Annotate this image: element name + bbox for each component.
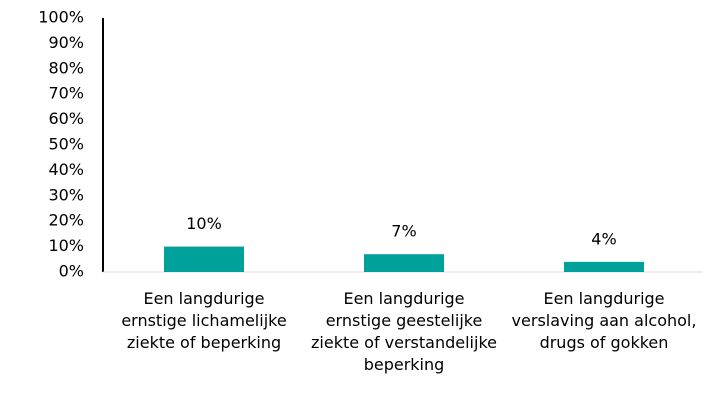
x-tick-label: Een langdurige ernstige geestelijke ziek… (311, 289, 497, 374)
y-tick-label: 40% (48, 160, 84, 179)
y-tick-label: 50% (48, 135, 84, 154)
y-tick-label: 30% (48, 185, 84, 204)
y-tick-label: 80% (48, 58, 84, 77)
bar (364, 254, 444, 272)
x-tick-label: Een langdurige verslaving aan alcohol, d… (511, 289, 697, 352)
y-tick-label: 0% (59, 262, 84, 281)
y-tick-label: 70% (48, 84, 84, 103)
data-label: 4% (591, 229, 616, 248)
data-label: 10% (186, 214, 222, 233)
y-tick-label: 20% (48, 211, 84, 230)
bar (164, 246, 244, 272)
bar (564, 261, 644, 272)
y-tick-label: 90% (48, 33, 84, 52)
data-label: 7% (391, 222, 416, 241)
y-tick-label: 10% (48, 236, 84, 255)
y-tick-label: 100% (38, 8, 84, 27)
x-tick-label: Een langdurige ernstige lichamelijke zie… (121, 289, 287, 352)
y-tick-label: 60% (48, 109, 84, 128)
